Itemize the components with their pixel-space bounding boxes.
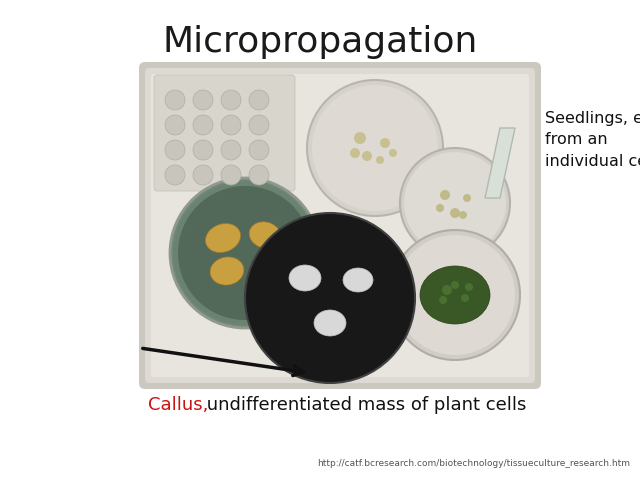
Circle shape — [221, 115, 241, 135]
Circle shape — [442, 285, 452, 295]
Circle shape — [170, 178, 320, 328]
Circle shape — [307, 80, 443, 216]
Circle shape — [436, 204, 444, 212]
Circle shape — [193, 140, 213, 160]
Circle shape — [465, 283, 473, 291]
Circle shape — [165, 140, 185, 160]
Ellipse shape — [343, 268, 373, 292]
Ellipse shape — [252, 255, 282, 281]
Circle shape — [389, 149, 397, 157]
Ellipse shape — [210, 257, 244, 285]
Circle shape — [249, 140, 269, 160]
Circle shape — [376, 156, 384, 164]
Circle shape — [354, 132, 366, 144]
Circle shape — [380, 138, 390, 148]
Circle shape — [221, 90, 241, 110]
Circle shape — [193, 165, 213, 185]
FancyBboxPatch shape — [154, 75, 295, 191]
Circle shape — [404, 152, 506, 254]
Circle shape — [165, 90, 185, 110]
FancyBboxPatch shape — [151, 74, 529, 377]
Circle shape — [249, 115, 269, 135]
FancyBboxPatch shape — [145, 68, 535, 383]
Ellipse shape — [249, 222, 281, 248]
Circle shape — [395, 235, 515, 355]
Circle shape — [439, 296, 447, 304]
Circle shape — [362, 151, 372, 161]
Circle shape — [451, 281, 459, 289]
Circle shape — [165, 115, 185, 135]
Polygon shape — [485, 128, 515, 198]
Text: Micropropagation: Micropropagation — [163, 25, 477, 59]
Text: undifferentiated mass of plant cells: undifferentiated mass of plant cells — [201, 396, 526, 414]
Circle shape — [249, 165, 269, 185]
Ellipse shape — [420, 266, 490, 324]
Circle shape — [312, 85, 438, 211]
Circle shape — [390, 230, 520, 360]
Circle shape — [178, 186, 312, 320]
Circle shape — [459, 211, 467, 219]
Circle shape — [193, 90, 213, 110]
Circle shape — [221, 165, 241, 185]
Ellipse shape — [205, 224, 241, 252]
Text: Seedlings, each
from an
individual cell: Seedlings, each from an individual cell — [545, 111, 640, 168]
Text: Callus,: Callus, — [148, 396, 209, 414]
Circle shape — [400, 148, 510, 258]
Circle shape — [249, 90, 269, 110]
Circle shape — [165, 165, 185, 185]
Circle shape — [461, 294, 469, 302]
Ellipse shape — [289, 265, 321, 291]
Circle shape — [193, 115, 213, 135]
Circle shape — [450, 208, 460, 218]
Ellipse shape — [314, 310, 346, 336]
Circle shape — [350, 148, 360, 158]
Text: http://catf.bcresearch.com/biotechnology/tissueculture_research.htm: http://catf.bcresearch.com/biotechnology… — [317, 459, 630, 468]
Circle shape — [440, 190, 450, 200]
FancyBboxPatch shape — [139, 62, 541, 389]
Circle shape — [463, 194, 471, 202]
Circle shape — [245, 213, 415, 383]
Circle shape — [221, 140, 241, 160]
Circle shape — [173, 181, 317, 325]
